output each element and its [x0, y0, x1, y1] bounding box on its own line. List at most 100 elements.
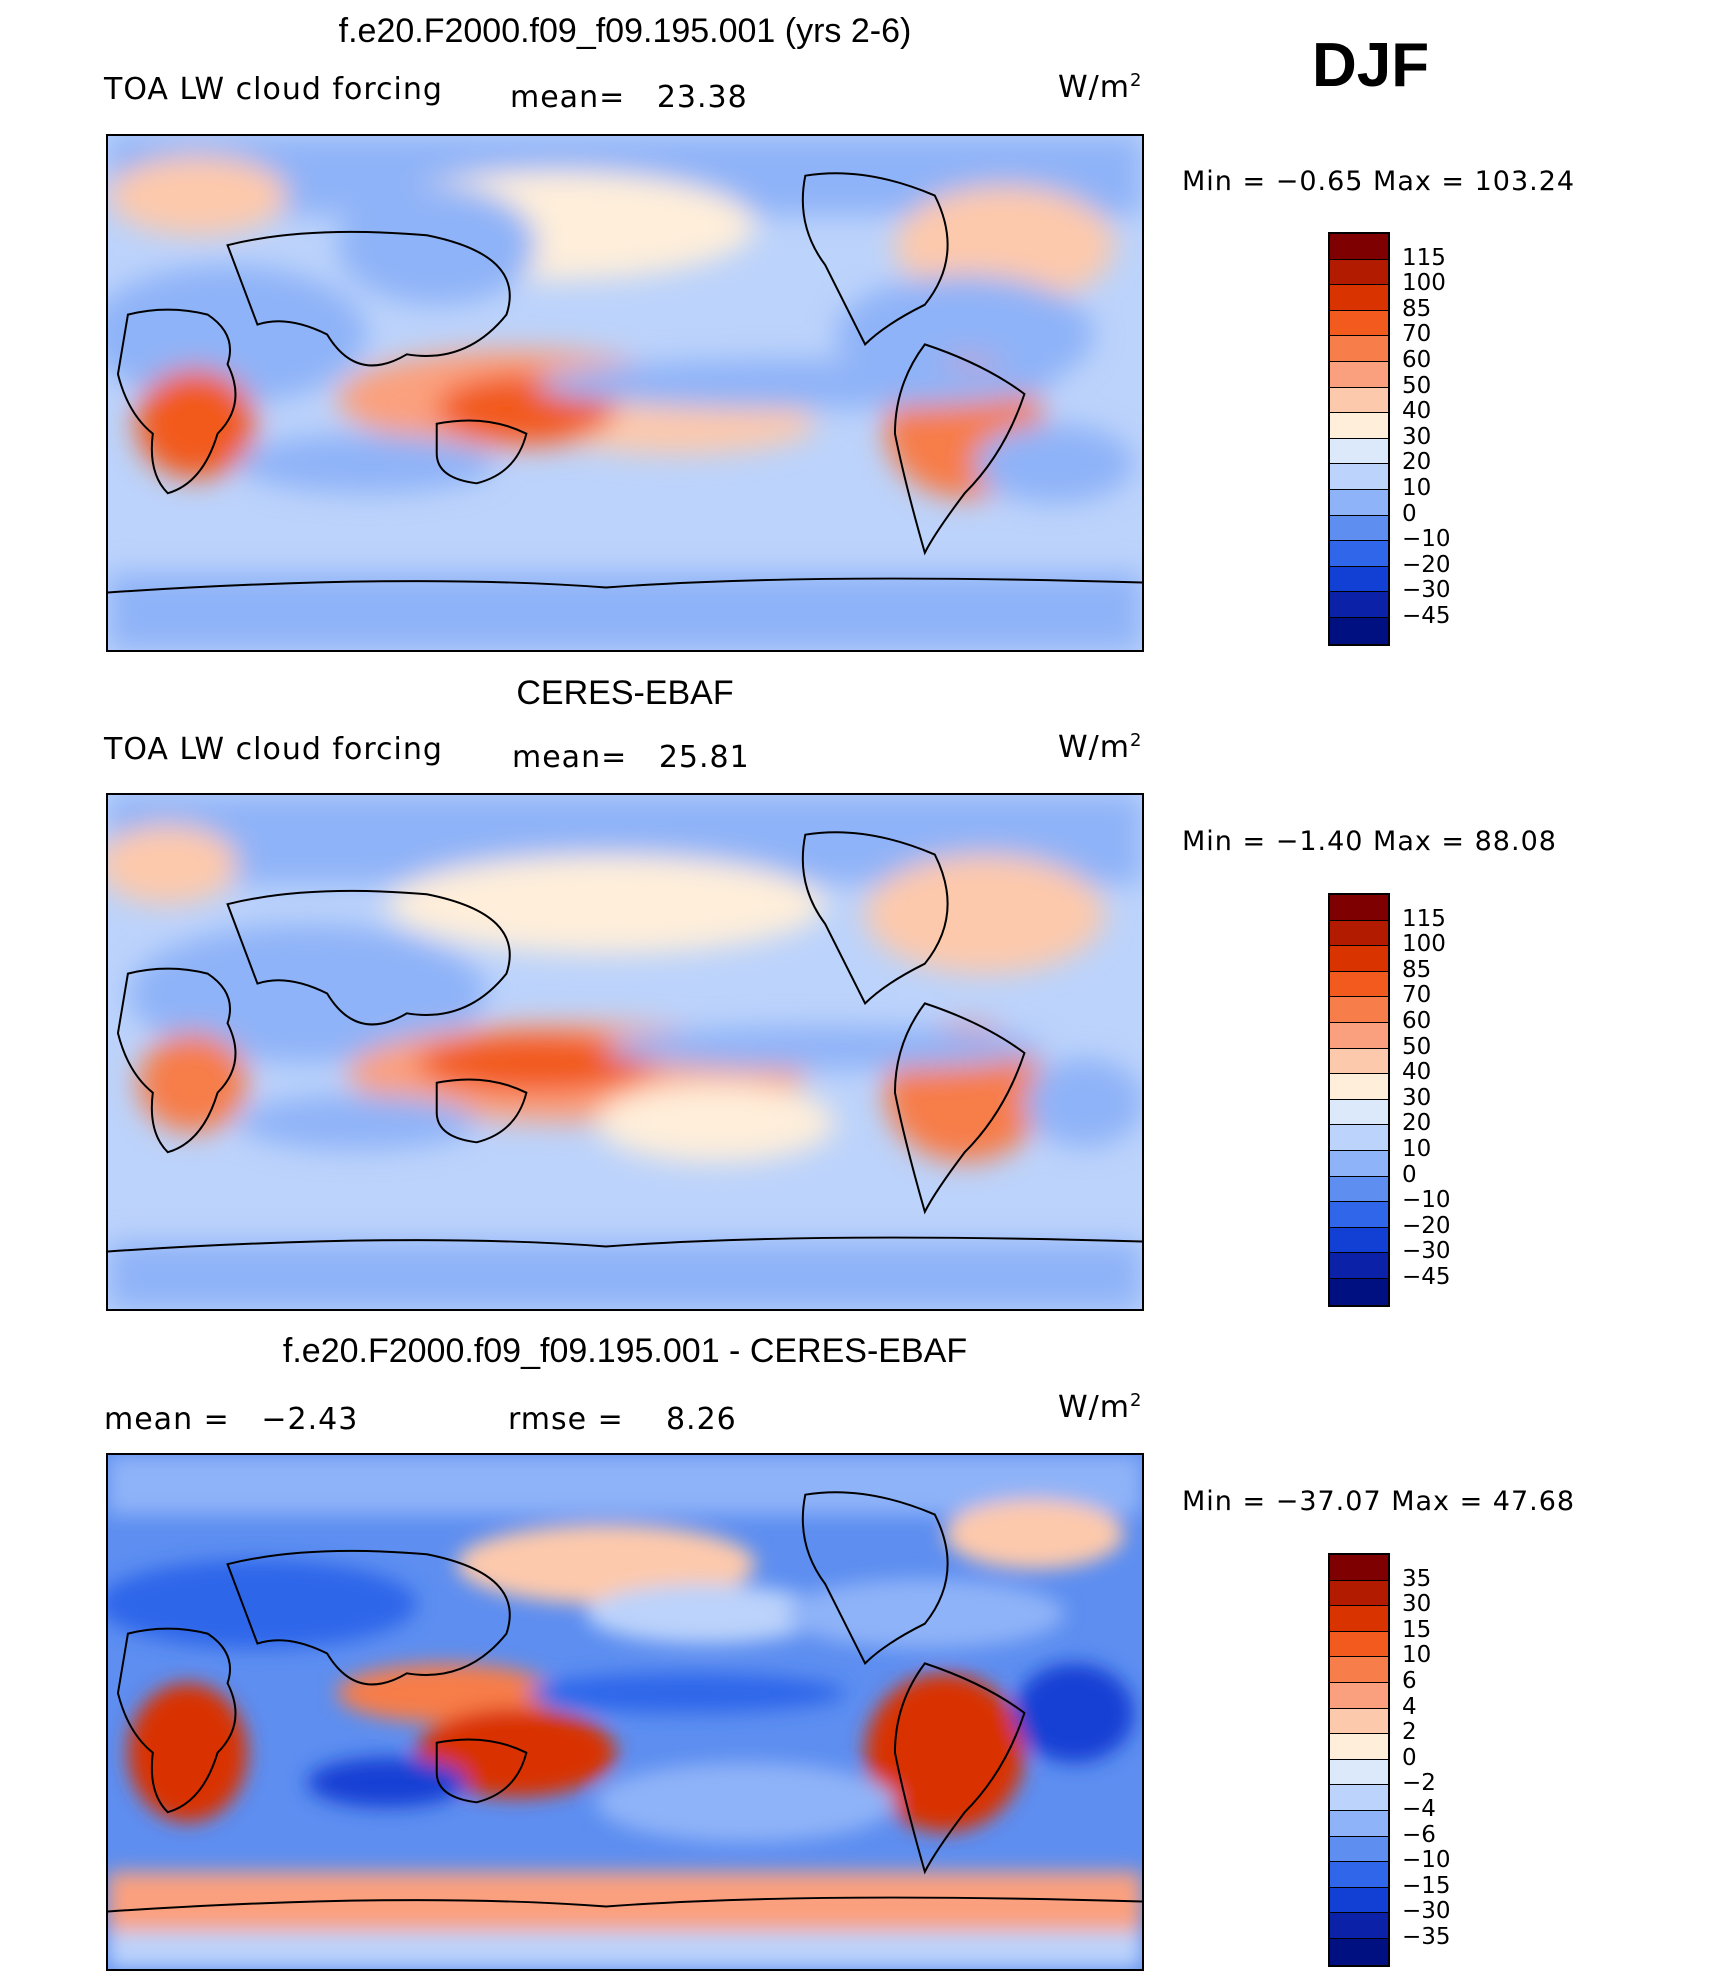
colorbar-swatch-model: [1330, 515, 1388, 542]
colorbar-tick-obs: 100: [1402, 931, 1446, 958]
colorbar-tick-obs: 115: [1402, 905, 1446, 932]
colorbar-swatch-model: [1330, 361, 1388, 388]
units-label-obs: W/m2: [1058, 730, 1143, 765]
colorbar-swatch-diff: [1330, 1938, 1388, 1965]
variable-label-obs: TOA LW cloud forcing: [104, 732, 443, 767]
colorbar-swatch-model: [1330, 387, 1388, 414]
colorbar-tick-diff: −10: [1402, 1847, 1451, 1874]
colorbar-tick-obs: 60: [1402, 1008, 1432, 1034]
map-diff: [106, 1453, 1144, 1971]
colorbar-swatch-obs: [1330, 1048, 1388, 1075]
colorbar-tick-diff: 35: [1402, 1565, 1432, 1592]
variable-label-model: TOA LW cloud forcing: [104, 72, 443, 107]
colorbar-tick-diff: −35: [1402, 1924, 1451, 1950]
colorbar-swatch-model: [1330, 285, 1388, 311]
colorbar-swatch-diff: [1330, 1887, 1388, 1914]
colorbar-tick-obs: −45: [1402, 1264, 1451, 1290]
colorbar-tick-diff: 2: [1402, 1719, 1417, 1746]
colorbar-tick-obs: 10: [1402, 1136, 1432, 1162]
panel-title-obs: CERES-EBAF: [516, 674, 734, 712]
colorbar-tick-obs: 40: [1402, 1059, 1432, 1086]
colorbar-swatch-diff: [1330, 1785, 1388, 1811]
colorbar-swatch-model: [1330, 617, 1388, 644]
panel-title-model: f.e20.F2000.f09_f09.195.001 (yrs 2-6): [338, 12, 912, 50]
colorbar-tick-model: 20: [1402, 449, 1432, 476]
colorbar-swatch-diff: [1330, 1836, 1388, 1863]
colorbar-tick-model: 115: [1402, 244, 1446, 271]
range-label-diff: Min = −37.07 Max = 47.68: [1182, 1486, 1576, 1517]
units-label-model: W/m2: [1058, 70, 1143, 105]
contour-map-obs: [108, 795, 1142, 1309]
colorbar-swatch-obs: [1330, 920, 1388, 947]
colorbar-model: [1328, 232, 1390, 646]
colorbar-diff: [1328, 1553, 1390, 1967]
colorbar-tick-model: 85: [1402, 295, 1432, 322]
colorbar-swatch-model: [1330, 259, 1388, 286]
colorbar-swatch-model: [1330, 310, 1388, 337]
colorbar-swatch-diff: [1330, 1734, 1388, 1760]
mean-label-obs: mean= 25.81: [512, 740, 750, 775]
colorbar-swatch-obs: [1330, 1227, 1388, 1254]
range-label-obs: Min = −1.40 Max = 88.08: [1182, 826, 1557, 857]
colorbar-swatch-obs: [1330, 971, 1388, 998]
colorbar-swatch-model: [1330, 234, 1388, 260]
season-label: DJF: [1312, 31, 1430, 100]
mean-label-diff: mean = −2.43: [104, 1402, 359, 1437]
colorbar-tick-diff: −2: [1402, 1770, 1436, 1797]
colorbar-swatch-diff: [1330, 1708, 1388, 1735]
colorbar-swatch-obs: [1330, 1074, 1388, 1100]
colorbar-tick-obs: 85: [1402, 956, 1432, 983]
mean-value-obs: 25.81: [658, 740, 750, 775]
colorbar-swatch-obs: [1330, 1125, 1388, 1151]
units-label-diff: W/m2: [1058, 1390, 1143, 1425]
colorbar-swatch-diff: [1330, 1913, 1388, 1939]
colorbar-swatch-model: [1330, 413, 1388, 439]
contour-map-model: [108, 136, 1142, 650]
colorbar-tick-obs: 50: [1402, 1033, 1432, 1060]
colorbar-tick-obs: 30: [1402, 1084, 1432, 1111]
colorbar-tick-model: −45: [1402, 603, 1451, 629]
colorbar-tick-diff: 4: [1402, 1693, 1417, 1720]
colorbar-swatch-obs: [1330, 895, 1388, 921]
colorbar-tick-diff: −15: [1402, 1872, 1451, 1899]
colorbar-swatch-obs: [1330, 1176, 1388, 1203]
colorbar-tick-model: 100: [1402, 270, 1446, 297]
contour-map-diff: [108, 1455, 1142, 1969]
colorbar-swatch-obs: [1330, 1022, 1388, 1049]
colorbar-swatch-obs: [1330, 1099, 1388, 1126]
colorbar-swatch-obs: [1330, 1278, 1388, 1305]
rmse-label-diff: rmse = 8.26: [508, 1402, 737, 1437]
colorbar-obs: [1328, 893, 1390, 1307]
colorbar-tick-model: −30: [1402, 577, 1451, 604]
colorbar-swatch-model: [1330, 336, 1388, 362]
colorbar-tick-model: 30: [1402, 423, 1432, 450]
colorbar-tick-diff: 10: [1402, 1642, 1432, 1669]
colorbar-swatch-diff: [1330, 1555, 1388, 1581]
colorbar-swatch-model: [1330, 541, 1388, 567]
rmse-value-diff: 8.26: [665, 1402, 737, 1437]
colorbar-swatch-obs: [1330, 997, 1388, 1023]
colorbar-tick-diff: 30: [1402, 1591, 1432, 1618]
colorbar-tick-obs: 20: [1402, 1110, 1432, 1137]
colorbar-tick-model: 10: [1402, 475, 1432, 501]
colorbar-swatch-diff: [1330, 1580, 1388, 1607]
colorbar-tick-diff: −6: [1402, 1821, 1436, 1848]
colorbar-tick-obs: 70: [1402, 982, 1432, 1009]
colorbar-swatch-model: [1330, 489, 1388, 516]
colorbar-tick-diff: −4: [1402, 1796, 1436, 1822]
colorbar-tick-model: 0: [1402, 500, 1417, 527]
colorbar-swatch-obs: [1330, 946, 1388, 972]
colorbar-swatch-model: [1330, 438, 1388, 465]
colorbar-tick-model: −10: [1402, 526, 1451, 553]
colorbar-swatch-obs: [1330, 1253, 1388, 1279]
colorbar-swatch-diff: [1330, 1657, 1388, 1683]
colorbar-tick-diff: 15: [1402, 1616, 1432, 1643]
colorbar-swatch-diff: [1330, 1682, 1388, 1709]
colorbar-swatch-model: [1330, 592, 1388, 618]
map-model: [106, 134, 1144, 652]
colorbar-tick-model: −20: [1402, 551, 1451, 578]
colorbar-swatch-obs: [1330, 1150, 1388, 1177]
colorbar-swatch-diff: [1330, 1631, 1388, 1658]
colorbar-tick-model: 70: [1402, 321, 1432, 348]
mean-label-model: mean= 23.38: [510, 80, 748, 115]
